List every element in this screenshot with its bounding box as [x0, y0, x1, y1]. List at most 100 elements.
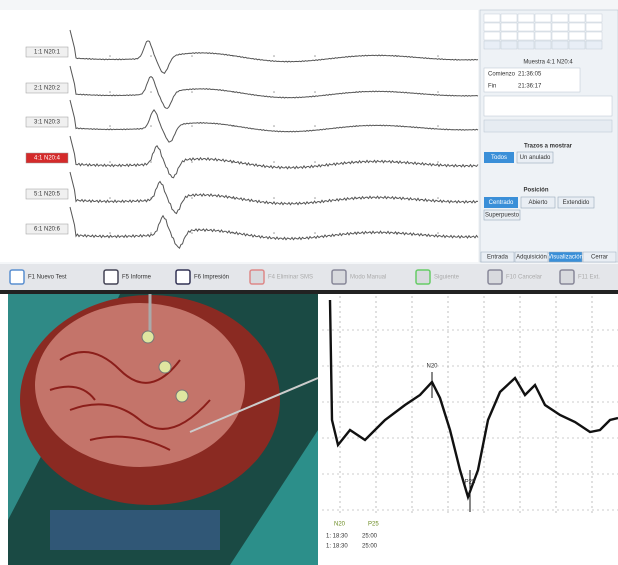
channel-label: 1:1 N20:1 [34, 50, 61, 56]
grid-dot [109, 125, 111, 127]
grid-cell [586, 41, 602, 49]
grid-dot [109, 197, 111, 199]
table-header: N20 [334, 522, 346, 528]
sample-label: Muestra 4:1 N20:4 [523, 60, 573, 66]
end-label: Fin [488, 84, 496, 90]
toolbar-label: F4 Eliminar SMS [268, 275, 313, 281]
brain [35, 303, 245, 467]
grid-dot [437, 197, 439, 199]
toolbar-icon[interactable] [332, 270, 346, 284]
grid-cell [552, 32, 568, 40]
grid-dot [273, 91, 275, 93]
screen: 1:1 N20:1 2:1 N20:2 3:1 N20:3 4:1 N20:4 5:1 … [0, 0, 618, 565]
grid-cell [518, 41, 534, 49]
electrode-3 [176, 390, 188, 402]
grid-dot [273, 125, 275, 127]
toolbar-icon[interactable] [250, 270, 264, 284]
traces-all-text: Todos [491, 155, 507, 161]
grid-dot [273, 197, 275, 199]
grid-cell [569, 41, 585, 49]
table-cell: 1: 18:30 [326, 534, 348, 540]
grid-dot [109, 161, 111, 163]
grid-cell [501, 14, 517, 22]
table-header: P25 [368, 522, 379, 528]
grid-dot [109, 55, 111, 57]
grid-cell [484, 14, 500, 22]
grid-dot [437, 91, 439, 93]
table-cell: 25:00 [362, 544, 378, 550]
cottonoid [50, 510, 220, 550]
traces-one-text: Un anulado [520, 155, 551, 161]
grid-cell [501, 41, 517, 49]
start-value: 21:36:05 [518, 72, 542, 78]
grid-dot [273, 161, 275, 163]
toolbar-label: Modo Manual [350, 275, 386, 281]
grid-cell [586, 14, 602, 22]
grid-dot [314, 55, 316, 57]
channel-label: 5:1 N20:5 [34, 192, 61, 198]
channel-label: 4:1 N20:4 [34, 156, 61, 162]
toolbar-icon[interactable] [488, 270, 502, 284]
grid-dot [191, 125, 193, 127]
position-title: Posición [523, 188, 548, 194]
toolbar-icon[interactable] [10, 270, 24, 284]
settings-box-2 [484, 120, 612, 132]
tab-label: Cerrar [591, 255, 608, 261]
toolbar-label: F5 Informe [122, 275, 152, 281]
grid-dot [314, 125, 316, 127]
channel-label: 2:1 N20:2 [34, 86, 61, 92]
tab-label: Entrada [487, 255, 509, 261]
start-label: Comienzo [488, 72, 516, 78]
grid-cell [535, 23, 551, 31]
toolbar-label: F1 Nuevo Test [28, 275, 67, 281]
tab-label: Adquisición [516, 255, 547, 261]
grid-cell [586, 32, 602, 40]
end-value: 21:36:17 [518, 84, 542, 90]
grid-dot [314, 197, 316, 199]
pos-overlap-text: Superpuesto [485, 213, 520, 219]
toolbar-label: Siguiente [434, 275, 460, 281]
grid-dot [314, 91, 316, 93]
evoked-plot [320, 294, 618, 565]
table-cell: 1: 18:30 [326, 544, 348, 550]
channel-label: 3:1 N20:3 [34, 120, 61, 126]
grid-cell [484, 23, 500, 31]
toolbar-icon[interactable] [104, 270, 118, 284]
electrode-1 [142, 331, 154, 343]
pos-centered-text: Centrado [489, 200, 514, 206]
grid-dot [191, 55, 193, 57]
grid-cell [535, 41, 551, 49]
grid-cell [552, 14, 568, 22]
grid-cell [569, 23, 585, 31]
grid-cell [518, 14, 534, 22]
table-cell: 25:00 [362, 534, 378, 540]
tab-label: Visualización [548, 255, 583, 261]
grid-dot [150, 161, 152, 163]
grid-dot [273, 232, 275, 234]
page: Neuromonitoring {"monitor": { "channels"… [0, 0, 618, 565]
grid-dot [191, 91, 193, 93]
surgical-photo [8, 294, 318, 565]
grid-cell [552, 41, 568, 49]
grid-cell [501, 23, 517, 31]
grid-dot [191, 197, 193, 199]
grid-cell [518, 23, 534, 31]
pos-open-text: Abierto [528, 200, 548, 206]
toolbar-icon[interactable] [176, 270, 190, 284]
grid-dot [314, 232, 316, 234]
toolbar-label: F11 Ext. [578, 275, 600, 281]
grid-dot [109, 232, 111, 234]
grid-cell [518, 32, 534, 40]
grid-dot [150, 55, 152, 57]
toolbar-icon[interactable] [560, 270, 574, 284]
pos-extended-text: Extendido [563, 200, 590, 206]
grid-cell [501, 32, 517, 40]
grid-dot [150, 125, 152, 127]
grid-cell [484, 32, 500, 40]
grid-dot [150, 91, 152, 93]
toolbar-icon[interactable] [416, 270, 430, 284]
divider [0, 290, 618, 294]
toolbar-label: F10 Cancelar [506, 275, 542, 281]
peak-label: N20 [426, 364, 438, 370]
grid-dot [437, 232, 439, 234]
